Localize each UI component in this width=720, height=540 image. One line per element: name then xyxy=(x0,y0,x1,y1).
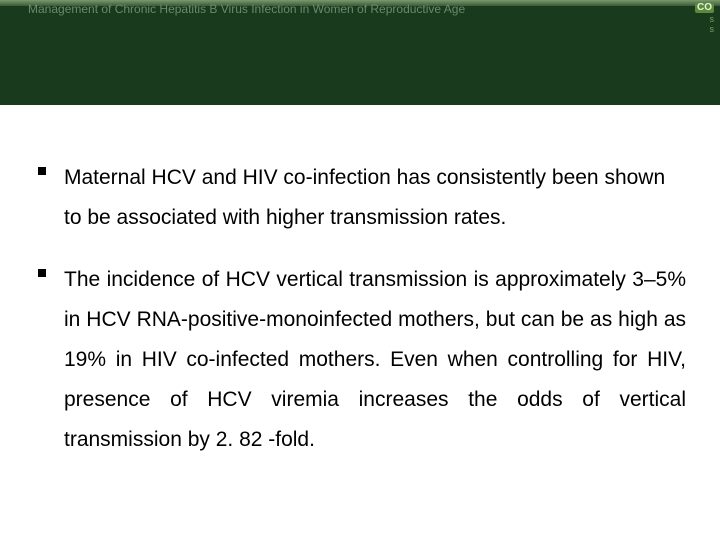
bullet-marker-icon xyxy=(38,269,46,277)
header-logo: CO s s xyxy=(674,2,714,42)
bullet-item: Maternal HCV and HIV co-infection has co… xyxy=(38,158,686,238)
logo-line1: s xyxy=(710,14,715,24)
header-faint-title: Management of Chronic Hepatitis B Virus … xyxy=(28,2,648,16)
header-band: Management of Chronic Hepatitis B Virus … xyxy=(0,0,720,105)
logo-line2: s xyxy=(710,24,715,34)
logo-badge: CO xyxy=(695,3,714,13)
bullet-marker-icon xyxy=(38,167,46,175)
bullet-item: The incidence of HCV vertical transmissi… xyxy=(38,260,686,460)
bullet-text: The incidence of HCV vertical transmissi… xyxy=(64,260,686,460)
bullet-text: Maternal HCV and HIV co-infection has co… xyxy=(64,158,686,238)
content-area: Maternal HCV and HIV co-infection has co… xyxy=(38,158,686,482)
